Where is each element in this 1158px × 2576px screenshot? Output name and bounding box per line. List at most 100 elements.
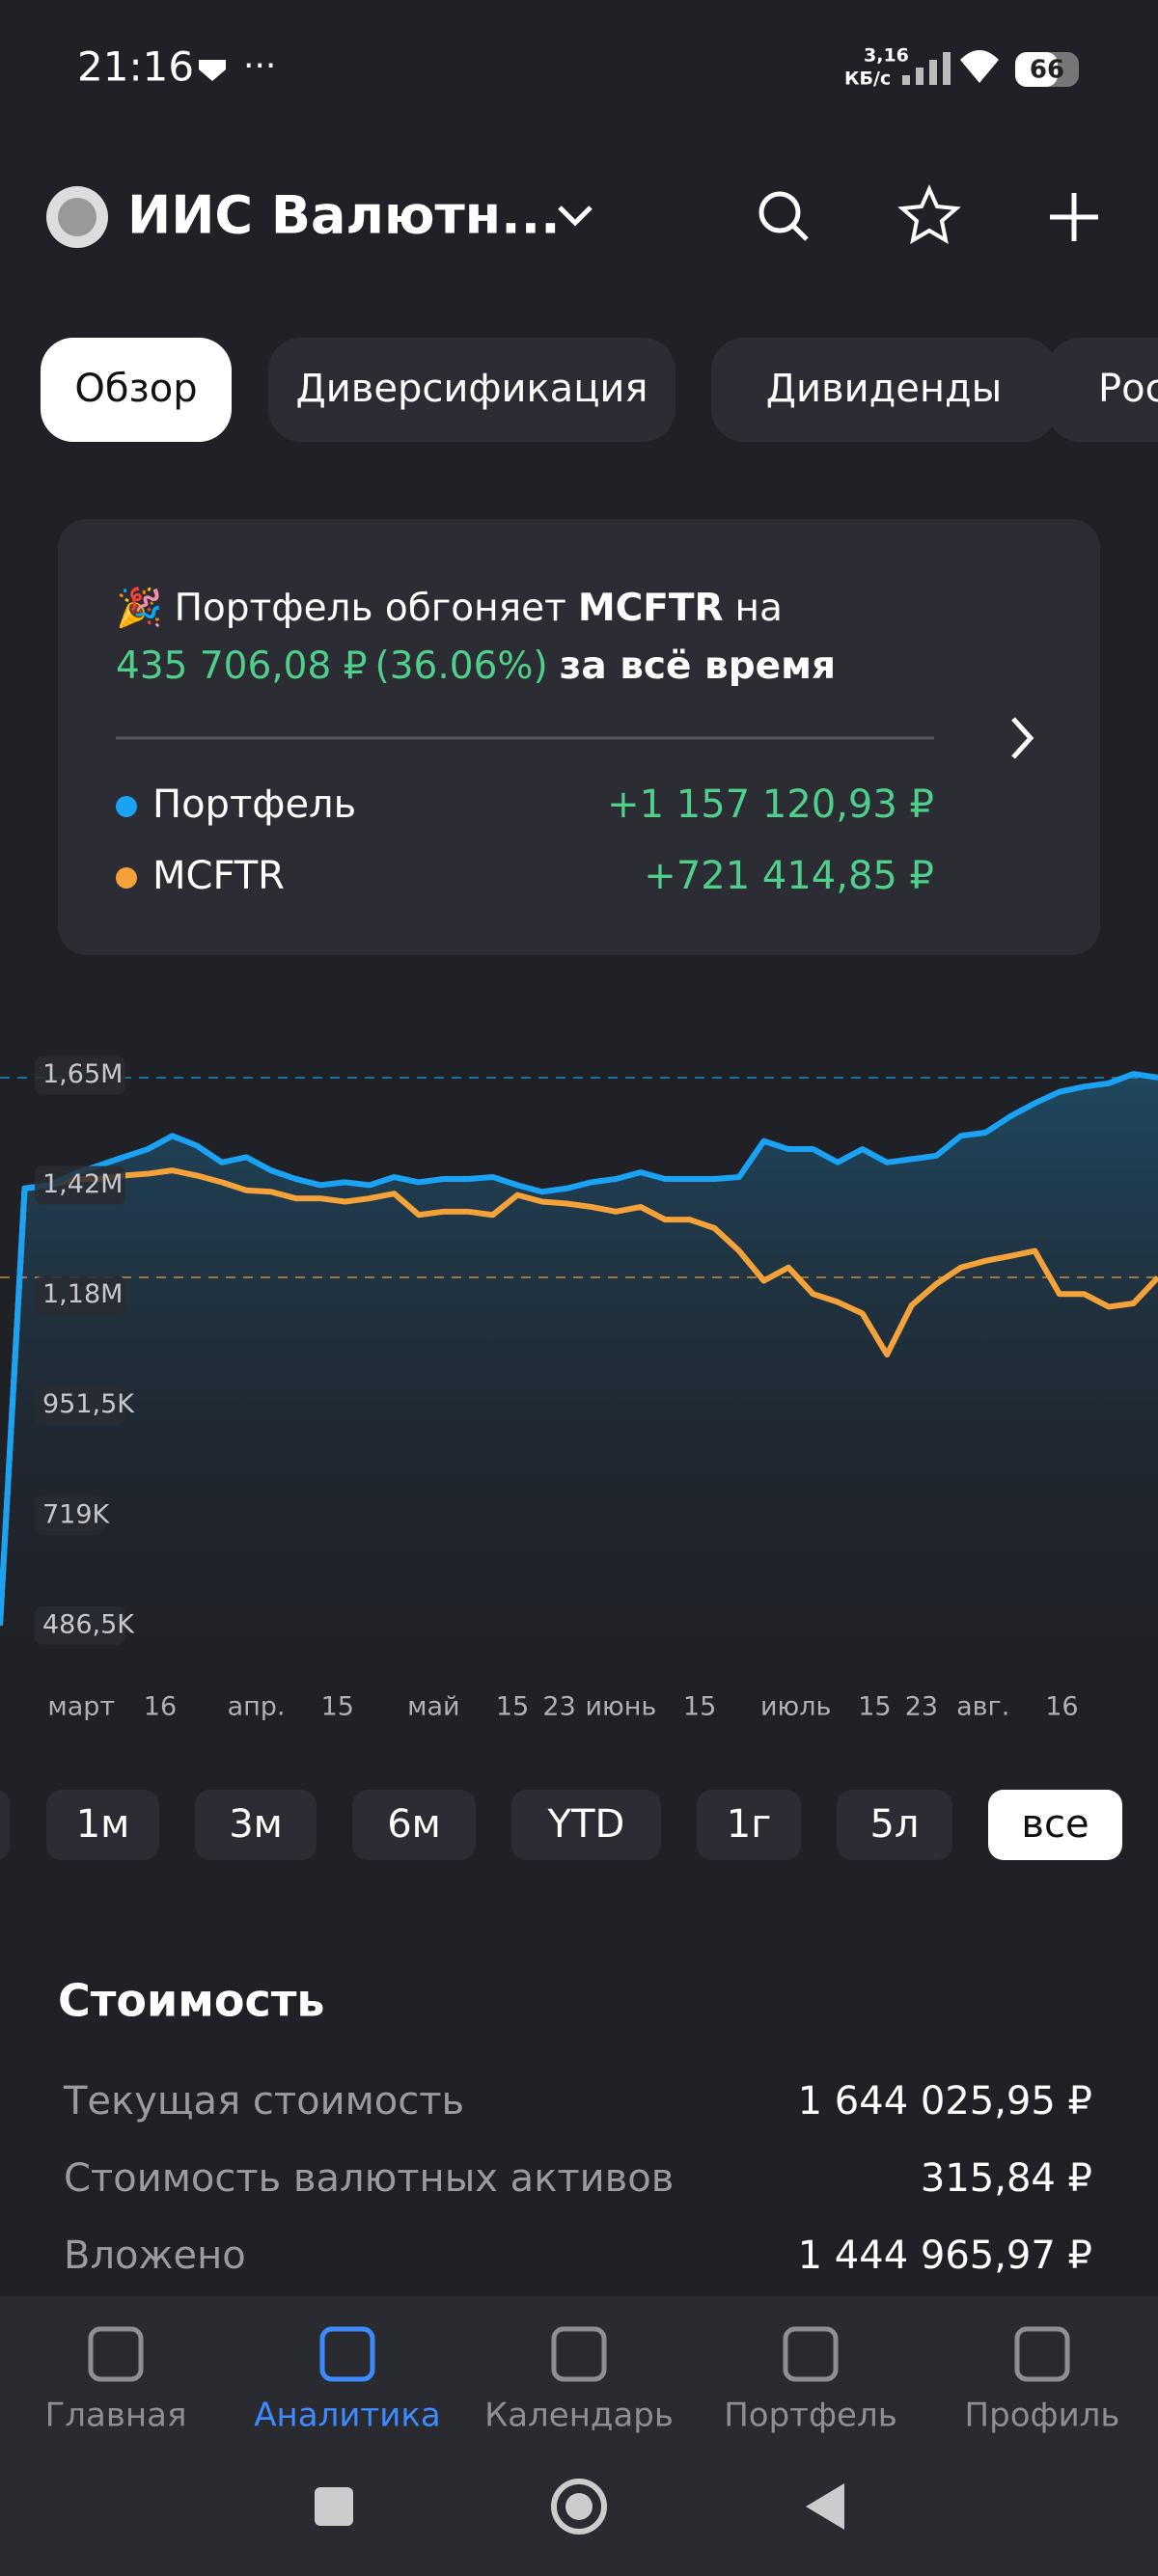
headline-text: Портфель обгоняет (175, 587, 566, 630)
nav-icon[interactable] (551, 2326, 607, 2382)
period-button[interactable] (511, 1790, 661, 1860)
tab[interactable] (711, 338, 1057, 442)
period-label: 6м (387, 1802, 441, 1847)
nav-icon[interactable] (319, 2326, 375, 2382)
nav-icon[interactable] (783, 2326, 839, 2382)
period-button[interactable] (352, 1790, 476, 1860)
nav-icon[interactable] (88, 2326, 144, 2382)
nav-label[interactable]: Портфель (724, 2397, 897, 2435)
x-tick-label: март (47, 1692, 115, 1722)
nav-label[interactable]: Профиль (965, 2397, 1120, 2435)
chevron-right[interactable] (1011, 717, 1034, 759)
x-tick-label: май (407, 1692, 459, 1722)
nav-label[interactable]: Аналитика (254, 2397, 440, 2435)
x-tick-label: 15 (496, 1692, 529, 1722)
nav-label[interactable]: Календарь (484, 2397, 674, 2435)
y-tick-bg (35, 1385, 125, 1425)
plus-icon[interactable] (1050, 193, 1098, 241)
x-tick-label: июнь (585, 1692, 656, 1722)
period: за всё время (560, 644, 836, 688)
nav-label[interactable]: Главная (45, 2397, 187, 2435)
y-tick-bg (35, 1495, 104, 1535)
nav-icon[interactable] (1014, 2326, 1070, 2382)
legend-name: MCFTR (152, 854, 285, 898)
benchmark: MCFTR (578, 587, 724, 630)
x-tick-label: 15 (858, 1692, 891, 1722)
difference: 435 706,08 ₽ (116, 644, 368, 688)
x-tick-label: 15 (683, 1692, 716, 1722)
y-tick-label: 951,5K (42, 1389, 135, 1419)
row-value: 315,84 ₽ (921, 2156, 1092, 2201)
time: 21:16 (77, 43, 194, 91)
logo-inner (58, 198, 96, 236)
section-title: Стоимость (58, 1975, 324, 2027)
net-speed: 3,16 (864, 45, 909, 67)
battery-text: 66 (1030, 56, 1064, 85)
row-value: 1 644 025,95 ₽ (798, 2079, 1092, 2124)
y-tick-label: 719K (42, 1499, 111, 1529)
search-handle (791, 224, 809, 241)
headline: 🎉 Портфель обгоняет MCFTR на (116, 586, 783, 630)
series-line (0, 1071, 1158, 1626)
difference-line: 435 706,08 ₽ (36.06%) за всё время (116, 644, 836, 688)
search-icon[interactable] (758, 191, 801, 233)
period-label: 1г (727, 1802, 771, 1847)
more: ··· (243, 46, 276, 86)
header-title[interactable]: ИИС Валютн... (127, 185, 561, 246)
period-label: все (1021, 1802, 1089, 1847)
nav-home[interactable] (551, 2479, 607, 2535)
x-tick-label: 16 (144, 1692, 177, 1722)
battery-level (1015, 52, 1058, 87)
period-button[interactable] (988, 1790, 1122, 1860)
y-tick-label: 486,5K (42, 1609, 135, 1639)
star-icon[interactable] (897, 184, 961, 244)
row-label: Вложено (64, 2233, 246, 2278)
legend-dot (116, 867, 137, 889)
x-tick-label: 16 (1045, 1692, 1078, 1722)
headline-suffix: на (735, 587, 783, 630)
period-button[interactable] (837, 1790, 952, 1860)
period-button[interactable] (195, 1790, 317, 1860)
period-label: YTD (547, 1802, 625, 1847)
nav-back[interactable] (806, 2483, 844, 2530)
period-button[interactable] (697, 1790, 801, 1860)
wifi (960, 50, 999, 83)
row-label: Текущая стоимость (63, 2079, 464, 2124)
x-tick-label: июль (760, 1692, 831, 1722)
tab-label: Рост (1098, 367, 1158, 411)
y-tick-label: 1,18M (42, 1279, 123, 1309)
period-button[interactable] (0, 1790, 10, 1860)
nav-recent[interactable] (315, 2487, 353, 2526)
x-tick-label: авг. (956, 1692, 1009, 1722)
tab-label: Обзор (74, 367, 197, 411)
row-value: 1 444 965,97 ₽ (798, 2233, 1092, 2278)
legend-dot (116, 796, 137, 817)
period-label: 1м (76, 1802, 130, 1847)
difference-percent: (36.06%) (375, 644, 548, 688)
tab-label: Дивиденды (766, 367, 1002, 411)
x-tick-label: 15 (321, 1692, 354, 1722)
y-tick-label: 1,65M (42, 1059, 123, 1089)
x-tick-label: апр. (228, 1692, 286, 1722)
period-label: 3м (229, 1802, 283, 1847)
chevron-down[interactable] (558, 206, 593, 227)
tab[interactable] (268, 338, 676, 442)
y-tick-label: 1,42M (42, 1169, 123, 1199)
series-line (0, 1167, 1158, 1626)
tab[interactable] (1047, 338, 1158, 442)
icon: 🎉 (116, 586, 163, 630)
legend-value: +1 157 120,93 ₽ (607, 782, 934, 827)
x-tick-label: 23 (542, 1692, 575, 1722)
y-tick-bg (35, 1055, 125, 1095)
y-tick-bg (35, 1605, 125, 1645)
legend-name: Портфель (152, 782, 356, 827)
nav-home-dot (565, 2493, 593, 2520)
net-unit: КБ/с (844, 69, 891, 90)
period-button[interactable] (46, 1790, 159, 1860)
y-tick-bg (35, 1275, 125, 1315)
status-icon (199, 60, 226, 81)
tab[interactable] (41, 338, 232, 442)
row-label: Стоимость валютных активов (64, 2156, 674, 2201)
